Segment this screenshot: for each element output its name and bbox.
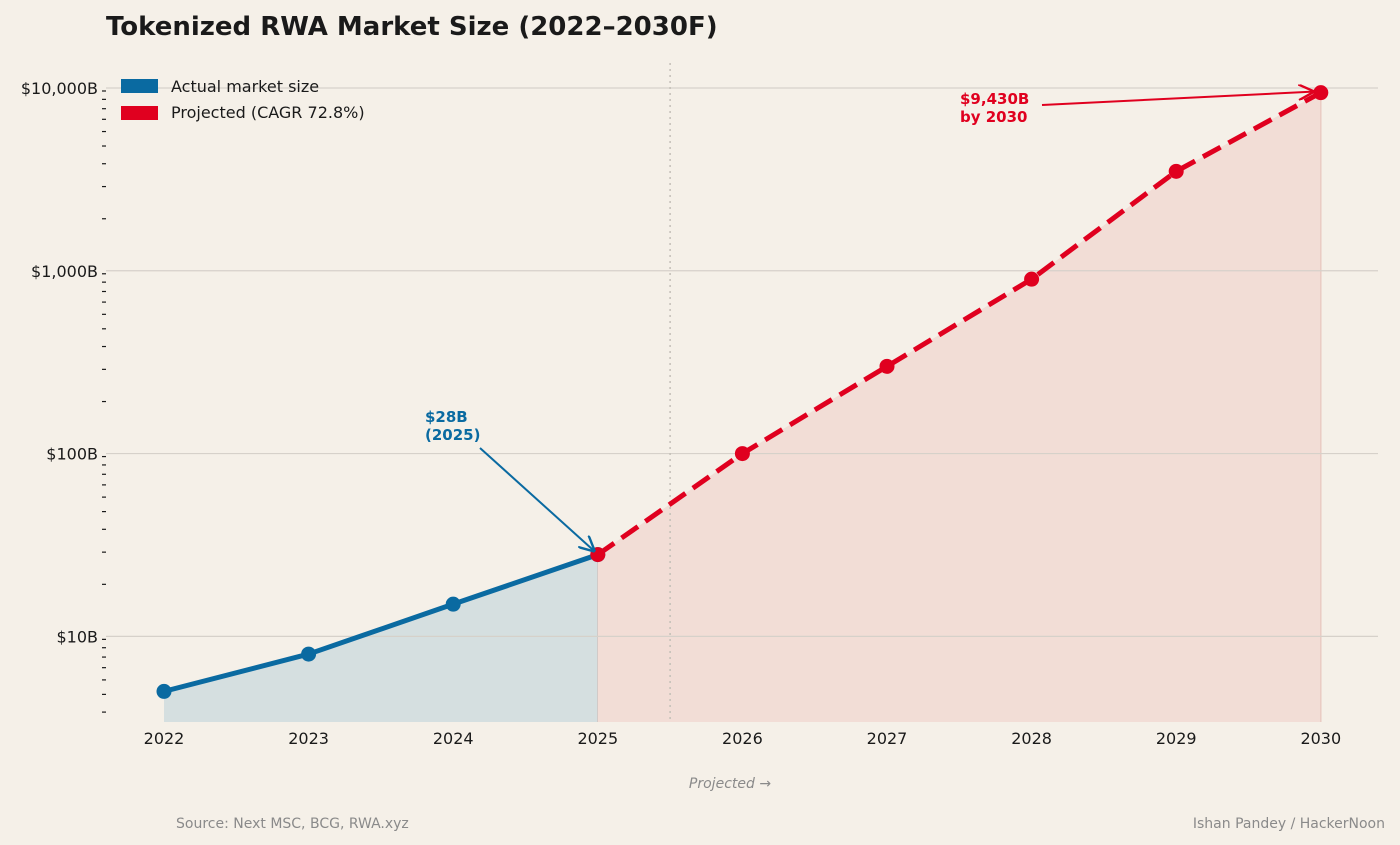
y-tick-label: $100B xyxy=(46,445,98,464)
series-line-actual xyxy=(163,552,599,694)
y-tick-label: $10B xyxy=(56,627,98,646)
x-tick-label: 2022 xyxy=(144,729,185,748)
annotation-label: by 2030 xyxy=(960,108,1028,126)
data-point-projected-2030 xyxy=(1313,85,1329,101)
series-line-projected xyxy=(596,90,1322,557)
data-point-actual-2022 xyxy=(156,683,172,699)
x-axis: 2022 2023 2024 2025 2026 2027 2028 2029 2030 xyxy=(144,729,1342,748)
legend-label-projected: Projected (CAGR 72.8%) xyxy=(171,103,365,122)
area-fill-actual xyxy=(164,554,598,722)
series-points xyxy=(156,85,1329,699)
x-tick-label: 2030 xyxy=(1300,729,1341,748)
data-point-actual-2024 xyxy=(445,596,461,612)
annotation-label: $28B xyxy=(425,408,468,426)
projected-axis-label: Projected → xyxy=(689,776,771,792)
data-point-projected-2026 xyxy=(734,446,750,462)
data-point-actual-2023 xyxy=(301,646,317,662)
annotation-arrow xyxy=(1041,92,1313,106)
legend-swatch-projected xyxy=(121,106,158,120)
x-tick-label: 2028 xyxy=(1011,729,1052,748)
y-tick-label: $10,000B xyxy=(21,79,98,98)
data-point-projected-2028 xyxy=(1024,271,1040,287)
area-fill-projected xyxy=(597,92,1321,722)
annotation-label: (2025) xyxy=(425,426,480,444)
annotation-arrow xyxy=(479,447,594,551)
data-point-projected-2029 xyxy=(1168,163,1184,179)
series-lines xyxy=(163,90,1322,694)
data-point-projected-2027 xyxy=(879,358,895,374)
x-tick-label: 2025 xyxy=(577,729,618,748)
legend: Actual market size Projected (CAGR 72.8%… xyxy=(121,77,365,122)
y-tick-label: $1,000B xyxy=(31,262,98,281)
chart-title: Tokenized RWA Market Size (2022–2030F) xyxy=(106,12,718,42)
gridlines xyxy=(106,87,1378,637)
x-tick-label: 2026 xyxy=(722,729,763,748)
x-tick-label: 2023 xyxy=(288,729,329,748)
legend-label-actual: Actual market size xyxy=(171,77,319,96)
annotation-label: $9,430B xyxy=(960,90,1029,108)
credit-note: Ishan Pandey / HackerNoon xyxy=(1193,816,1385,832)
x-tick-label: 2027 xyxy=(867,729,908,748)
area-fills xyxy=(164,92,1322,722)
y-axis: $10B $100B $1,000B $10,000B xyxy=(21,79,106,713)
source-note: Source: Next MSC, BCG, RWA.xyz xyxy=(176,816,409,832)
x-tick-label: 2029 xyxy=(1156,729,1197,748)
x-tick-label: 2024 xyxy=(433,729,474,748)
legend-swatch-actual xyxy=(121,79,158,93)
